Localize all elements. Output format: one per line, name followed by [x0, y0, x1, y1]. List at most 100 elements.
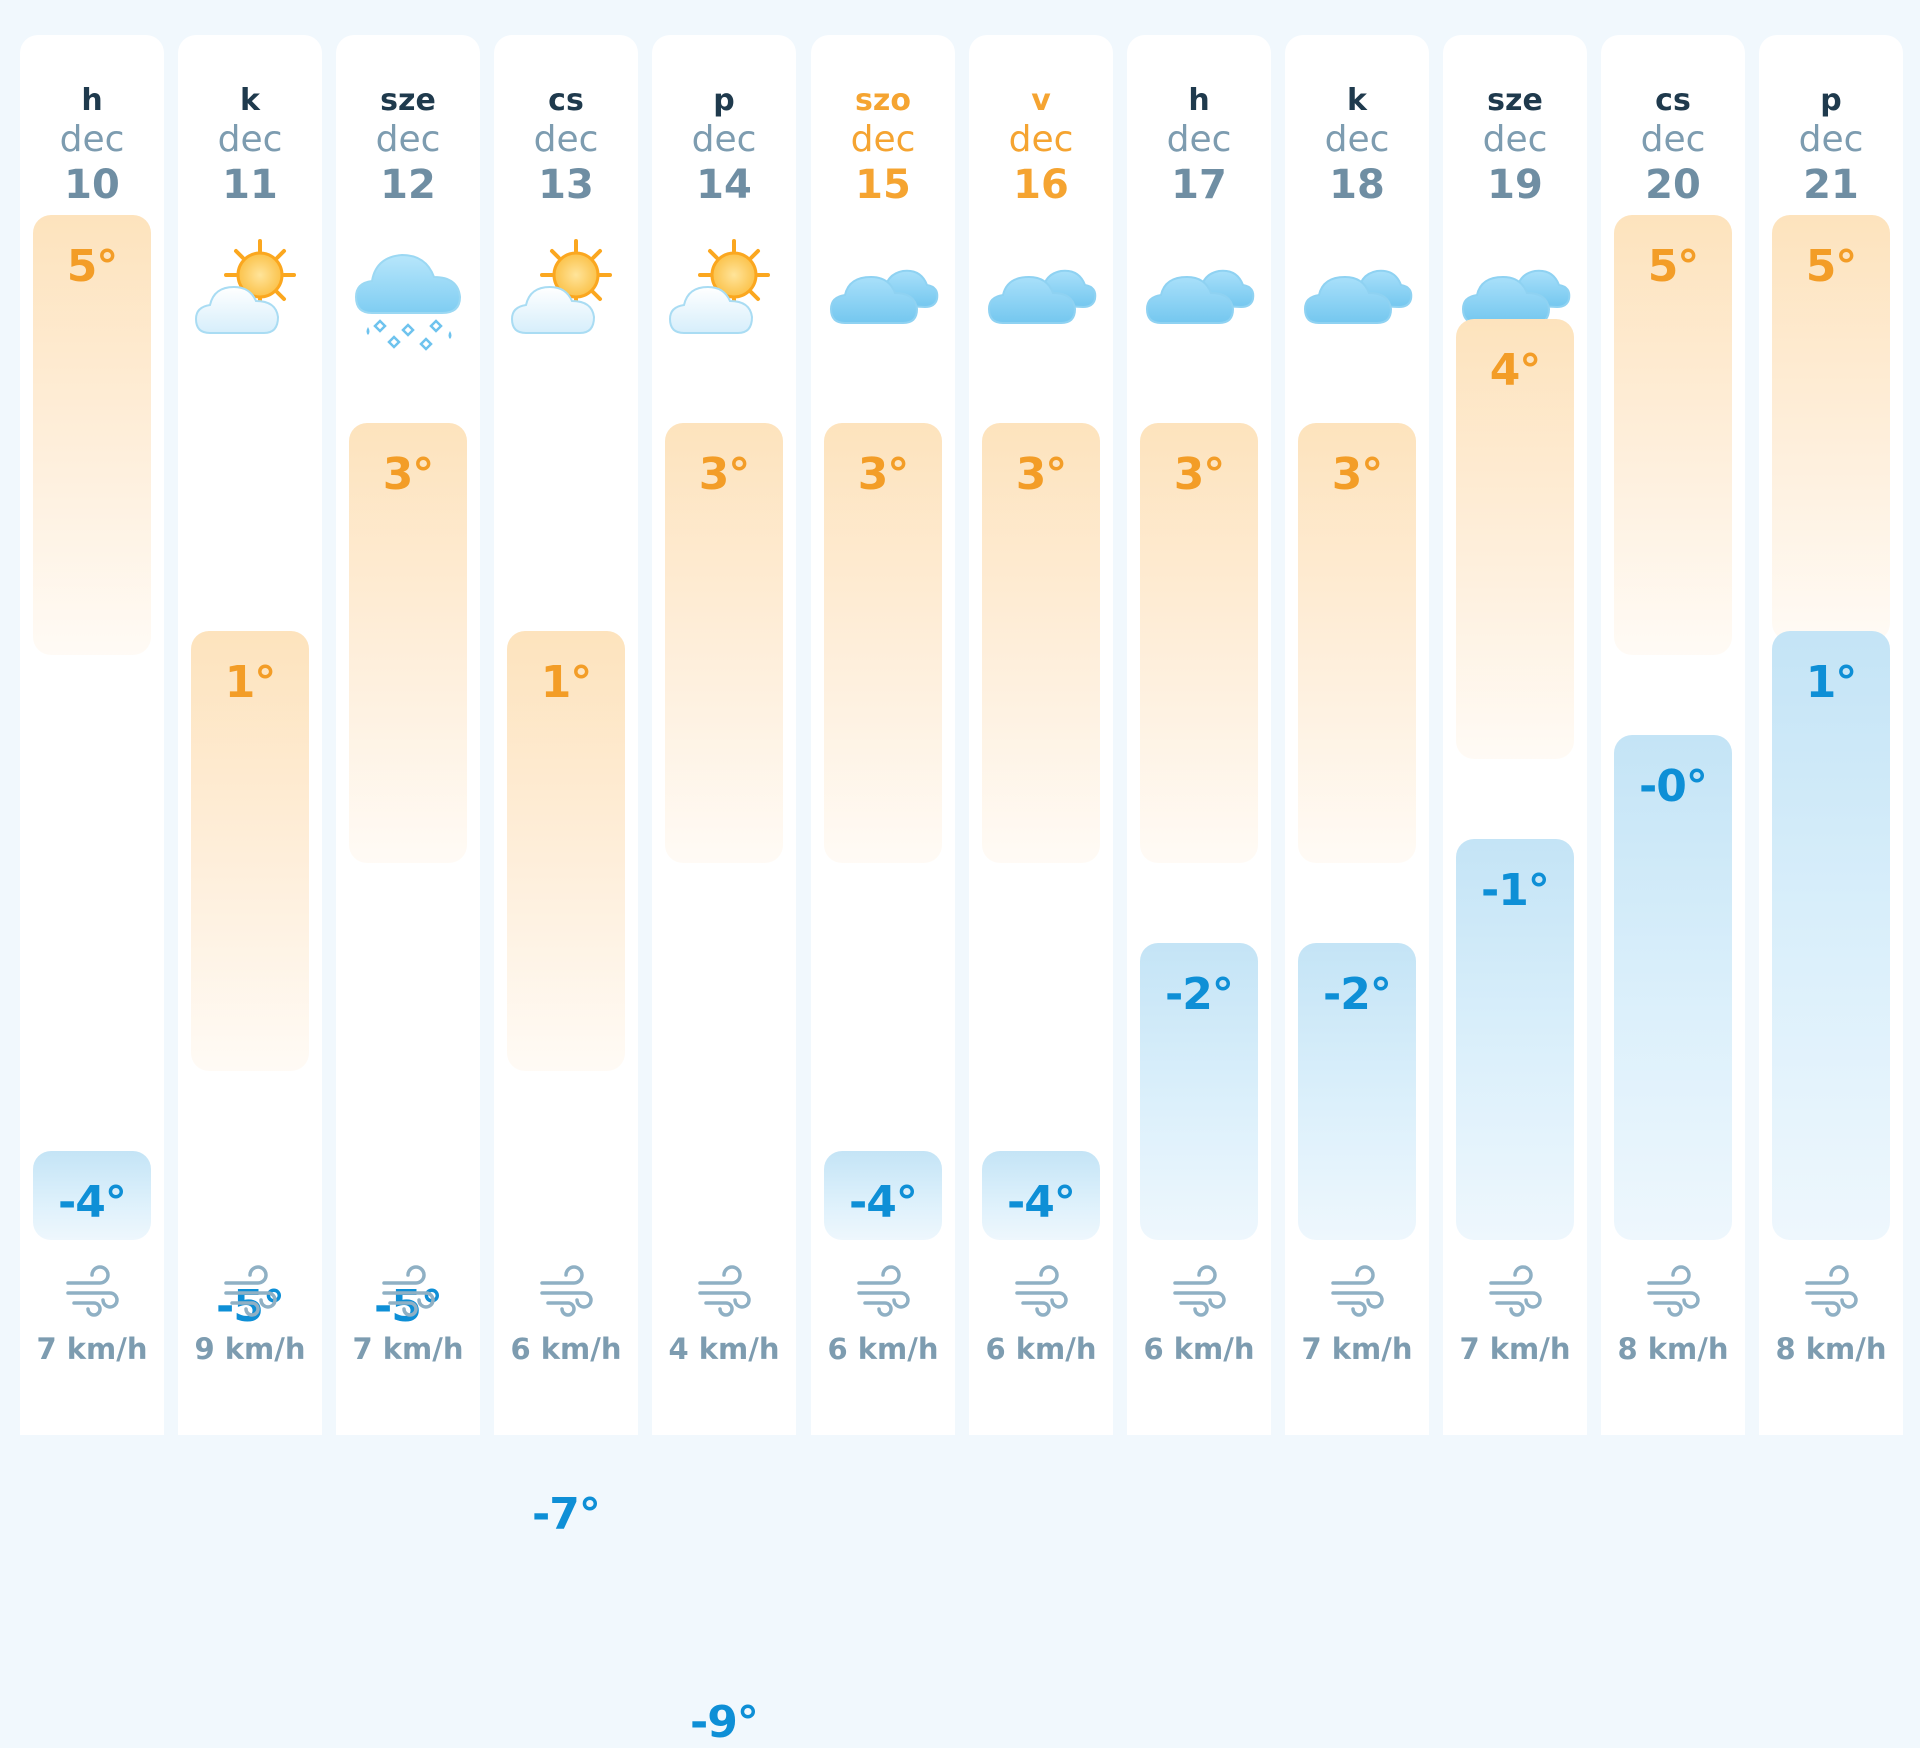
month-label: dec	[850, 119, 916, 160]
month-label: dec	[1798, 119, 1864, 160]
max-temp: 4°	[1489, 345, 1542, 396]
min-temp: -9°	[690, 1697, 759, 1748]
day-number: 20	[1645, 162, 1701, 208]
day-number: 21	[1803, 162, 1859, 208]
day-column[interactable]: h dec 10 5° -4° 7 km/h	[20, 35, 164, 1435]
day-column[interactable]: p dec 14 3° -9° 4 km/h	[652, 35, 796, 1748]
month-label: dec	[59, 119, 125, 160]
day-of-week: k	[1347, 83, 1367, 118]
wind-speed: 9 km/h	[194, 1332, 306, 1366]
wind-speed: 8 km/h	[1775, 1332, 1887, 1366]
day-of-week: h	[81, 83, 103, 118]
day-of-week: k	[240, 83, 260, 118]
wind-icon	[380, 1265, 436, 1317]
cloudy-icon	[1141, 235, 1257, 355]
min-temp-bar: -2°	[1298, 943, 1416, 1240]
min-temp-bar: -4°	[33, 1151, 151, 1240]
day-of-week: cs	[1655, 83, 1691, 118]
min-temp-bar: -2°	[1140, 943, 1258, 1240]
partly-sunny-icon	[666, 235, 782, 355]
day-number: 10	[64, 162, 120, 208]
max-temp-bar: 4°	[1456, 319, 1574, 759]
wind-speed: 7 km/h	[1301, 1332, 1413, 1366]
wind-icon	[1645, 1265, 1701, 1317]
min-temp: 1°	[1805, 657, 1858, 708]
min-temp: -2°	[1165, 969, 1234, 1020]
wind-speed: 4 km/h	[668, 1332, 780, 1366]
day-of-week: sze	[1487, 83, 1543, 118]
month-label: dec	[1324, 119, 1390, 160]
weather-forecast: h dec 10 5° -4° 7 km/h k dec 11	[20, 35, 1903, 1748]
month-label: dec	[375, 119, 441, 160]
month-label: dec	[1482, 119, 1548, 160]
max-temp-bar: 3°	[982, 423, 1100, 863]
snow-icon	[350, 235, 466, 355]
wind-speed: 6 km/h	[1143, 1332, 1255, 1366]
day-of-week: p	[713, 83, 735, 118]
day-header: k dec 11	[178, 83, 322, 209]
day-column[interactable]: szo dec 15 3° -4° 6 km/h	[811, 35, 955, 1435]
day-column[interactable]: p dec 21 5° 1° 8 km/h	[1759, 35, 1903, 1435]
day-column[interactable]: k dec 11 1° -5° 9 km/h	[178, 35, 322, 1435]
partly-sunny-icon	[508, 235, 624, 355]
day-column[interactable]: h dec 17 3° -2° 6 km/h	[1127, 35, 1271, 1435]
max-temp-bar: 3°	[824, 423, 942, 863]
day-column[interactable]: cs dec 13 1° -7° 6 km/h	[494, 35, 638, 1540]
day-header: h dec 10	[20, 83, 164, 209]
max-temp-bar: 3°	[1298, 423, 1416, 863]
max-temp-bar: 1°	[507, 631, 625, 1071]
day-of-week: sze	[380, 83, 436, 118]
cloudy-icon	[1299, 235, 1415, 355]
day-column[interactable]: v dec 16 3° -4° 6 km/h	[969, 35, 1113, 1435]
day-column[interactable]: cs dec 20 5° -0° 8 km/h	[1601, 35, 1745, 1435]
month-label: dec	[1166, 119, 1232, 160]
max-temp: 3°	[1015, 449, 1068, 500]
day-header: h dec 17	[1127, 83, 1271, 209]
month-label: dec	[533, 119, 599, 160]
day-of-week: cs	[548, 83, 584, 118]
max-temp-bar: 3°	[349, 423, 467, 863]
day-header: p dec 21	[1759, 83, 1903, 209]
day-header: szo dec 15	[811, 83, 955, 209]
max-temp-bar: 3°	[665, 423, 783, 863]
wind-icon	[222, 1265, 278, 1317]
cloudy-icon	[825, 235, 941, 355]
day-number: 14	[696, 162, 752, 208]
max-temp: 3°	[698, 449, 751, 500]
wind-icon	[64, 1265, 120, 1317]
day-number: 11	[222, 162, 278, 208]
day-header: cs dec 20	[1601, 83, 1745, 209]
day-of-week: h	[1188, 83, 1210, 118]
day-column[interactable]: k dec 18 3° -2° 7 km/h	[1285, 35, 1429, 1435]
max-temp: 1°	[224, 657, 277, 708]
wind-icon	[1329, 1265, 1385, 1317]
max-temp-bar: 5°	[1614, 215, 1732, 655]
max-temp-bar: 5°	[33, 215, 151, 655]
wind-icon	[538, 1265, 594, 1317]
wind-speed: 7 km/h	[352, 1332, 464, 1366]
max-temp-bar: 1°	[191, 631, 309, 1071]
day-column[interactable]: sze dec 19 4° -1° 7 km/h	[1443, 35, 1587, 1435]
day-header: v dec 16	[969, 83, 1113, 209]
wind-icon	[855, 1265, 911, 1317]
min-temp: -0°	[1639, 761, 1708, 812]
partly-sunny-icon	[192, 235, 308, 355]
wind-speed: 7 km/h	[36, 1332, 148, 1366]
max-temp-bar: 3°	[1140, 423, 1258, 863]
wind-speed: 6 km/h	[510, 1332, 622, 1366]
day-number: 13	[538, 162, 594, 208]
day-column[interactable]: sze dec 12 3° -5° 7 km/h	[336, 35, 480, 1435]
min-temp-bar: -0°	[1614, 735, 1732, 1240]
day-of-week: p	[1820, 83, 1842, 118]
wind-icon	[1171, 1265, 1227, 1317]
max-temp-bar: 5°	[1772, 215, 1890, 641]
min-temp-bar: 1°	[1772, 631, 1890, 1240]
wind-icon	[1487, 1265, 1543, 1317]
cloudy-icon	[983, 235, 1099, 355]
day-header: k dec 18	[1285, 83, 1429, 209]
day-number: 17	[1171, 162, 1227, 208]
wind-icon	[1803, 1265, 1859, 1317]
day-of-week: szo	[855, 83, 911, 118]
wind-speed: 7 km/h	[1459, 1332, 1571, 1366]
max-temp: 3°	[1331, 449, 1384, 500]
